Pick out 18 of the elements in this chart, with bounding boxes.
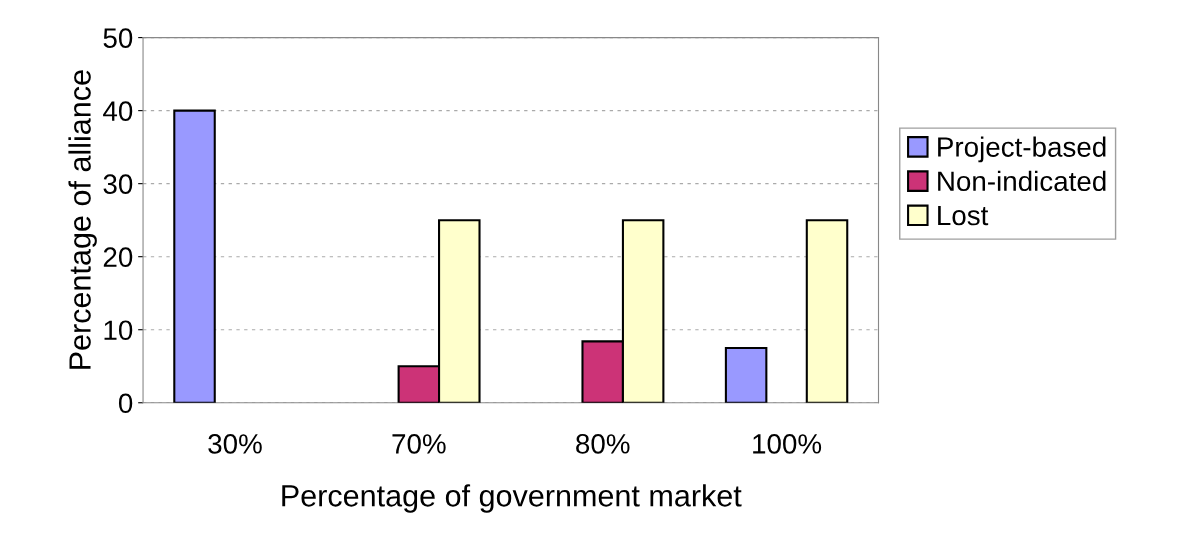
x-tick-label: 80% bbox=[576, 434, 630, 454]
y-tick-label: 30 bbox=[103, 174, 133, 194]
x-axis-title: Percentage of government market bbox=[282, 484, 742, 513]
x-tick-label: 30% bbox=[208, 434, 262, 454]
x-tick-label: 100% bbox=[753, 434, 822, 454]
bar bbox=[724, 346, 768, 403]
bar bbox=[173, 109, 216, 403]
legend-label: Non-indicated bbox=[938, 170, 1106, 192]
y-tick-label: 10 bbox=[104, 320, 133, 341]
x-tick-label: 70% bbox=[392, 434, 446, 454]
legend-label: Lost bbox=[938, 205, 989, 226]
y-tick-label: 0 bbox=[118, 393, 133, 414]
bar bbox=[805, 219, 849, 403]
legend-label: Project-based bbox=[938, 136, 1106, 163]
y-tick-label: 50 bbox=[103, 28, 133, 48]
y-tick-label: 20 bbox=[103, 247, 133, 268]
y-axis-title: Percentage of alliance bbox=[68, 70, 97, 369]
y-tick-label: 40 bbox=[103, 101, 133, 121]
